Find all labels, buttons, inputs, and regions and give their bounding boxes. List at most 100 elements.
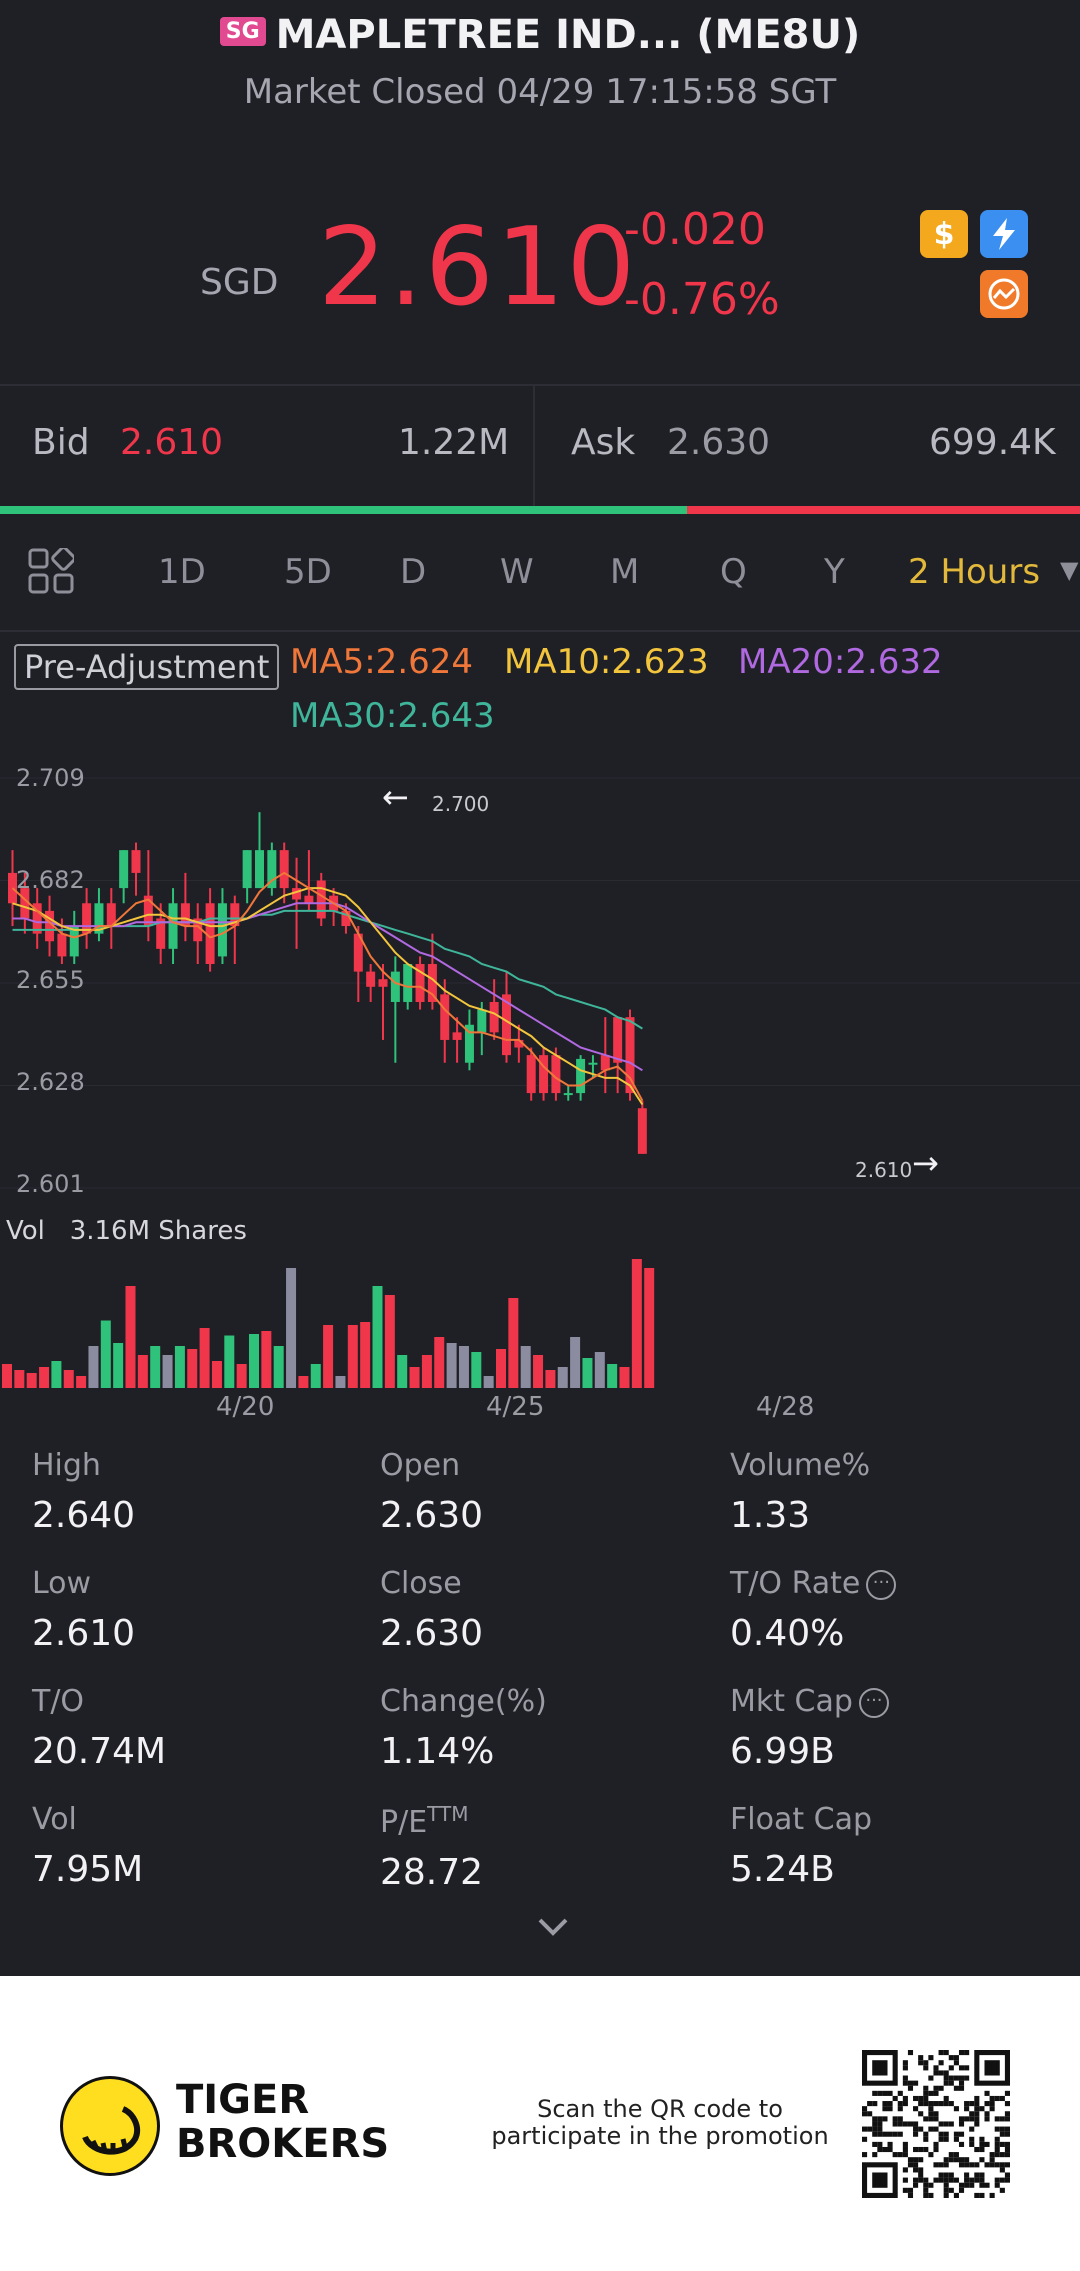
candle-body (230, 903, 240, 927)
volume-bar (150, 1346, 161, 1388)
stat-label: Volume% (730, 1448, 871, 1483)
candle-body (403, 964, 413, 1002)
candle-body (477, 1009, 487, 1033)
stat-turnover-rate: T/O Rate ··· 0.40% (730, 1566, 897, 1654)
bid-label: Bid (32, 422, 90, 463)
volume-chart[interactable] (0, 1250, 1080, 1390)
volume-bar (619, 1367, 630, 1388)
volume-bar (594, 1352, 605, 1388)
volume-bar (2, 1364, 12, 1388)
divider (0, 384, 1080, 386)
candle-body (588, 1062, 598, 1065)
stock-title: SG MAPLETREE IND... (ME8U) (0, 12, 1080, 58)
candle-body (106, 903, 116, 927)
more-info-icon[interactable]: ··· (866, 1569, 897, 1600)
stat-value: 5.24B (730, 1849, 835, 1890)
tab-day[interactable]: D (400, 552, 427, 592)
stat-label-row: P/ETTM (380, 1802, 483, 1840)
tab-2-hours[interactable]: 2 Hours (908, 552, 1041, 592)
stat-label: Open (380, 1448, 461, 1483)
candle-body (304, 895, 314, 904)
candle-body (292, 888, 302, 900)
stat-value: 1.14% (380, 1731, 495, 1772)
volume-bar (224, 1335, 235, 1388)
candle-body (20, 888, 30, 919)
tab-quarter[interactable]: Q (720, 552, 747, 592)
dollar-icon[interactable]: $ (920, 210, 968, 258)
candle-body (205, 903, 215, 965)
stat-label: Float Cap (730, 1802, 873, 1837)
volume-bar (187, 1349, 198, 1388)
ma10-label: MA10:2.623 (504, 642, 709, 682)
stat-value: 2.640 (32, 1495, 136, 1536)
volume-bar (125, 1286, 136, 1388)
divider (533, 386, 535, 506)
market-badge: SG (219, 16, 266, 46)
candle-body (168, 903, 178, 949)
candle-body (390, 971, 400, 1002)
candle-body (57, 933, 67, 957)
y-tick-label: 2.655 (16, 966, 85, 994)
candle-body (131, 850, 141, 873)
ma30-line (12, 909, 643, 1030)
ma5-line (11, 871, 644, 1102)
brand-line: TIGER (176, 2077, 310, 2123)
stat-label: High (32, 1448, 101, 1483)
candle-body (415, 964, 425, 1002)
tab-5d[interactable]: 5D (284, 552, 332, 592)
volume-bar (644, 1268, 655, 1388)
qr-code (862, 2050, 1010, 2198)
candle-body (45, 910, 55, 942)
high-marker-label: 2.700 (432, 792, 490, 816)
low-marker-label: 2.610 (855, 1158, 913, 1182)
stat-label-superscript: TTM (427, 1802, 469, 1826)
candle-body (489, 1001, 499, 1033)
volume-bar (137, 1355, 148, 1388)
lightning-icon[interactable] (980, 210, 1028, 258)
volume-bar (286, 1268, 297, 1388)
ask-label: Ask (571, 422, 636, 463)
candle-body (625, 1017, 635, 1094)
stat-value: 1.33 (730, 1495, 811, 1536)
tab-1d[interactable]: 1D (158, 552, 206, 592)
volume-bar (508, 1298, 519, 1388)
stat-open: Open 2.630 (380, 1448, 483, 1536)
promo-text: Scan the QR code to participate in the p… (480, 2096, 840, 2150)
volume-bar (100, 1320, 111, 1388)
more-info-icon[interactable]: ··· (858, 1687, 889, 1718)
stat-label: Close (380, 1566, 462, 1601)
volume-bar (458, 1346, 469, 1388)
tab-year[interactable]: Y (824, 552, 845, 592)
volume-bar (273, 1346, 284, 1388)
stat-pe-ttm: P/ETTM 28.72 (380, 1802, 483, 1893)
ask-price: 2.630 (667, 422, 771, 463)
price-change: -0.020 -0.76% (624, 195, 780, 335)
tab-week[interactable]: W (500, 552, 534, 592)
tiger-logo-icon (60, 2076, 160, 2176)
last-price: 2.610 (318, 205, 638, 330)
candle-body (600, 1055, 610, 1071)
candle-body (8, 872, 17, 904)
volume-bar (236, 1364, 247, 1388)
promo-footer: TIGER BROKERS Scan the QR code to partic… (0, 1976, 1080, 2271)
chevron-down-icon[interactable]: ▼ (1060, 556, 1079, 584)
stat-change-percent: Change(%) 1.14% (380, 1684, 547, 1772)
brand-name: TIGER BROKERS (176, 2078, 389, 2166)
volume-bar (162, 1355, 173, 1388)
volume-bar (409, 1367, 420, 1388)
candle-body (267, 850, 277, 889)
candlestick-chart[interactable] (0, 750, 1080, 1220)
expand-chevron-icon[interactable] (536, 1916, 570, 1942)
stat-volume-percent: Volume% 1.33 (730, 1448, 870, 1536)
grid-menu-icon[interactable] (28, 546, 76, 598)
volume-bar (347, 1325, 358, 1388)
candle-body (316, 880, 326, 919)
x-tick-label: 4/28 (756, 1392, 815, 1422)
y-tick-label: 2.709 (16, 764, 85, 792)
ma20-line (12, 902, 643, 1072)
chart-insight-icon[interactable] (980, 270, 1028, 318)
tab-month[interactable]: M (610, 552, 640, 592)
stat-value: 28.72 (380, 1852, 484, 1893)
ma10-line (12, 887, 644, 1106)
pre-adjustment-toggle[interactable]: Pre-Adjustment (14, 644, 280, 690)
